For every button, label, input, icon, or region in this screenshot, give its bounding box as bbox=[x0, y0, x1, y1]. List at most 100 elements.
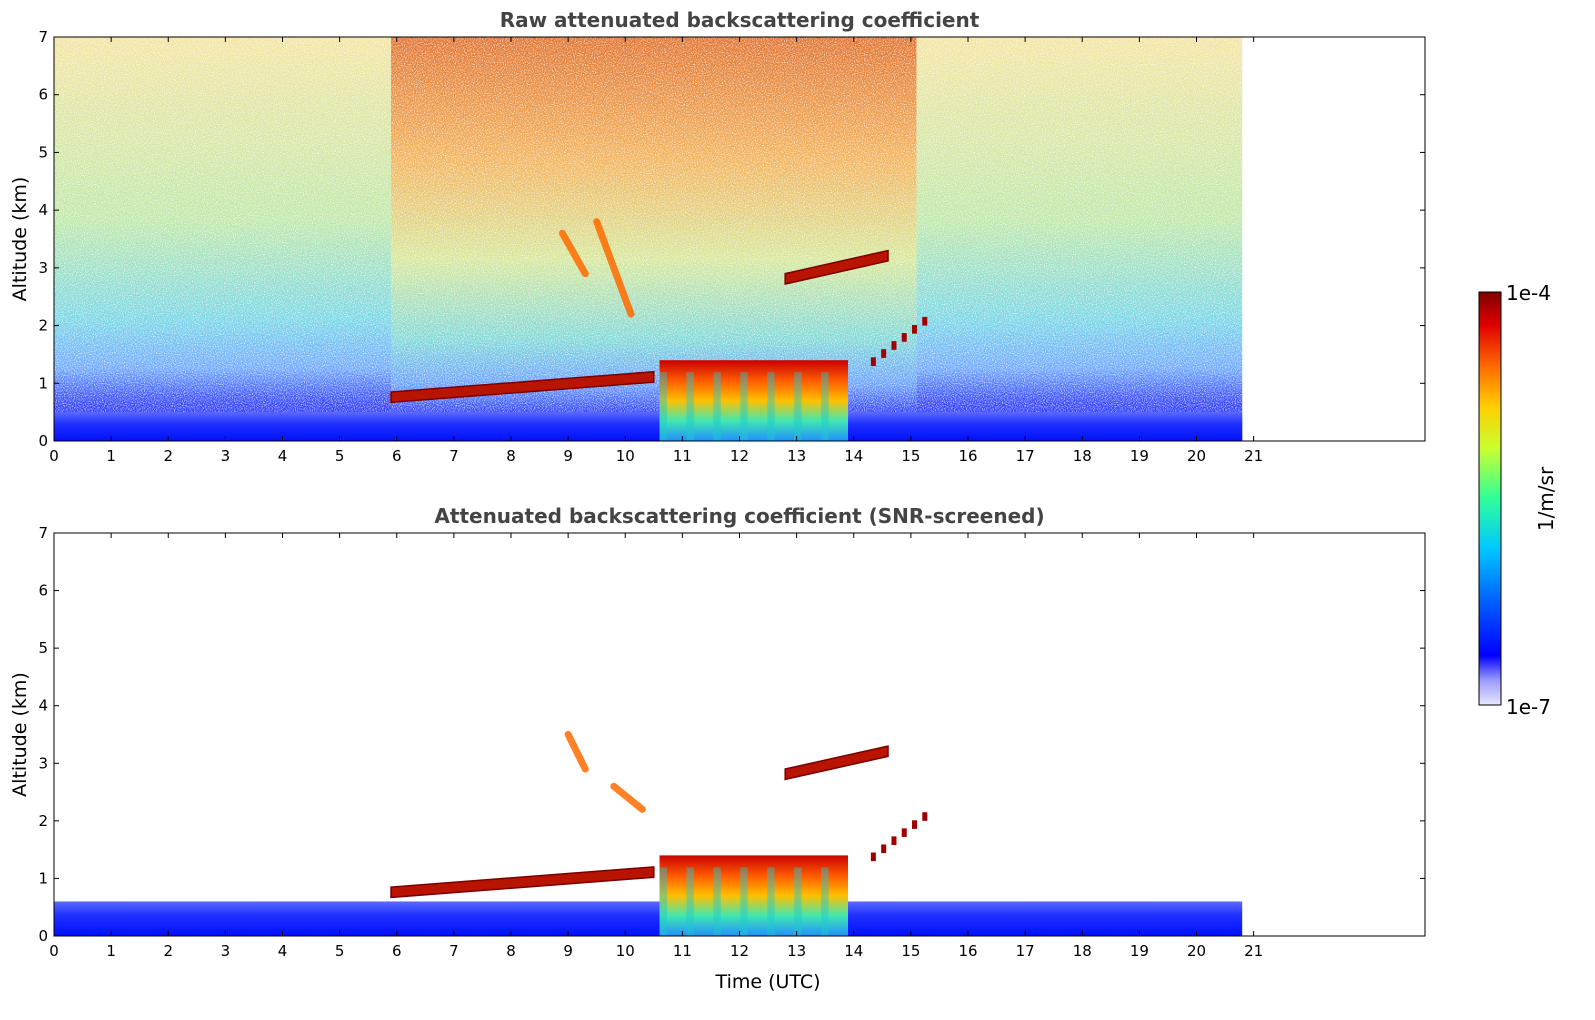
x-tick-label: 15 bbox=[901, 447, 920, 465]
cloud-column-10 bbox=[794, 372, 802, 441]
colorbar-unit-label: 1/m/sr bbox=[1534, 466, 1558, 531]
cloud-streak-6 bbox=[558, 229, 589, 278]
cloud-column-0 bbox=[659, 372, 667, 441]
x-tick-label: 20 bbox=[1187, 447, 1206, 465]
y-tick-label: 2 bbox=[38, 317, 48, 335]
noise-speckle-0 bbox=[54, 37, 392, 441]
cloud-column-4 bbox=[713, 372, 721, 441]
cloud-column-12 bbox=[821, 867, 829, 936]
x-tick-label: 17 bbox=[1016, 942, 1035, 960]
y-tick-label: 7 bbox=[38, 28, 48, 46]
x-tick-label: 9 bbox=[563, 942, 573, 960]
x-tick-label: 10 bbox=[616, 942, 635, 960]
boundary-layer-0 bbox=[54, 901, 1243, 936]
y-tick-label: 0 bbox=[38, 927, 48, 945]
cloud-fragment-0 bbox=[870, 852, 876, 862]
x-tick-label: 11 bbox=[673, 447, 692, 465]
dense-cloud-5 bbox=[659, 360, 849, 441]
x-axis-label: Time (UTC) bbox=[715, 971, 821, 993]
cloud-column-10 bbox=[794, 867, 802, 936]
y-tick-label: 6 bbox=[38, 582, 48, 600]
x-tick-label: 18 bbox=[1073, 447, 1092, 465]
cloud-column-0 bbox=[659, 867, 667, 936]
x-tick-label: 0 bbox=[49, 942, 59, 960]
cloud-fragment-3 bbox=[901, 333, 907, 342]
boundary-layer-3 bbox=[54, 412, 1243, 441]
chart-title: Attenuated backscattering coefficient (S… bbox=[434, 504, 1044, 528]
y-axis-label: Altitude (km) bbox=[9, 672, 31, 797]
x-tick-label: 9 bbox=[563, 447, 573, 465]
aerosol-layer-1 bbox=[390, 866, 655, 899]
y-tick-label: 0 bbox=[38, 432, 48, 450]
x-tick-label: 14 bbox=[844, 447, 863, 465]
cloud-column-12 bbox=[821, 372, 829, 441]
x-tick-label: 8 bbox=[506, 942, 516, 960]
cloud-column-2 bbox=[686, 372, 694, 441]
x-tick-label: 12 bbox=[730, 942, 749, 960]
colorbar: 1e-4 1e-7 1/m/sr bbox=[1478, 281, 1558, 719]
x-tick-label: 11 bbox=[673, 942, 692, 960]
cloud-layer-5 bbox=[784, 745, 889, 781]
cloud-streak-3 bbox=[564, 731, 589, 773]
x-tick-label: 4 bbox=[278, 942, 288, 960]
cloud-fragment-4 bbox=[912, 324, 918, 334]
x-tick-label: 7 bbox=[449, 447, 459, 465]
plot-area bbox=[54, 731, 1243, 936]
cloud-column-2 bbox=[686, 867, 694, 936]
aerosol-layer-4 bbox=[390, 370, 655, 404]
x-tick-label: 10 bbox=[616, 447, 635, 465]
cloud-fragment-1 bbox=[881, 844, 887, 854]
raw-backscatter-panel: Raw attenuated backscattering coefficien… bbox=[9, 8, 1426, 465]
cloud-streak-7 bbox=[593, 218, 635, 318]
cloud-fragment-5 bbox=[922, 812, 928, 821]
x-tick-label: 2 bbox=[163, 942, 173, 960]
screened-backscatter-panel: Attenuated backscattering coefficient (S… bbox=[9, 504, 1426, 993]
x-tick-label: 1 bbox=[106, 942, 116, 960]
x-tick-label: 13 bbox=[787, 447, 806, 465]
y-tick-label: 7 bbox=[38, 524, 48, 542]
y-tick-label: 3 bbox=[38, 259, 48, 277]
x-tick-label: 5 bbox=[335, 942, 345, 960]
cloud-column-6 bbox=[740, 867, 748, 936]
cloud-layer-8 bbox=[784, 249, 889, 285]
x-tick-label: 3 bbox=[221, 447, 231, 465]
x-tick-label: 17 bbox=[1016, 447, 1035, 465]
x-tick-label: 2 bbox=[163, 447, 173, 465]
y-tick-label: 6 bbox=[38, 86, 48, 104]
x-tick-label: 18 bbox=[1073, 942, 1092, 960]
chart-title: Raw attenuated backscattering coefficien… bbox=[500, 8, 980, 32]
x-tick-label: 3 bbox=[221, 942, 231, 960]
dense-cloud-2 bbox=[659, 855, 849, 936]
x-tick-label: 15 bbox=[901, 942, 920, 960]
x-tick-label: 21 bbox=[1244, 942, 1263, 960]
x-tick-label: 4 bbox=[278, 447, 288, 465]
cloud-column-6 bbox=[740, 372, 748, 441]
x-tick-label: 16 bbox=[958, 447, 977, 465]
cloud-column-4 bbox=[713, 867, 721, 936]
x-tick-label: 20 bbox=[1187, 942, 1206, 960]
cloud-fragment-4 bbox=[912, 820, 918, 829]
x-tick-label: 12 bbox=[730, 447, 749, 465]
x-tick-label: 19 bbox=[1130, 447, 1149, 465]
colorbar-max-label: 1e-4 bbox=[1506, 281, 1551, 305]
y-axis-label: Altitude (km) bbox=[9, 177, 31, 302]
x-tick-label: 16 bbox=[958, 942, 977, 960]
colorbar-min-label: 1e-7 bbox=[1506, 695, 1551, 719]
y-tick-label: 4 bbox=[38, 201, 48, 219]
cloud-column-8 bbox=[767, 867, 775, 936]
y-tick-label: 5 bbox=[38, 143, 48, 161]
x-tick-label: 19 bbox=[1130, 942, 1149, 960]
x-tick-label: 1 bbox=[106, 447, 116, 465]
x-tick-label: 6 bbox=[392, 942, 402, 960]
cloud-fragment-2 bbox=[891, 341, 897, 350]
x-tick-label: 21 bbox=[1244, 447, 1263, 465]
y-tick-label: 5 bbox=[38, 639, 48, 657]
noise-speckle-2 bbox=[916, 37, 1243, 441]
x-tick-label: 6 bbox=[392, 447, 402, 465]
cloud-fragment-0 bbox=[870, 357, 876, 366]
x-tick-label: 0 bbox=[49, 447, 59, 465]
cloud-fragment-2 bbox=[891, 836, 897, 846]
x-tick-label: 8 bbox=[506, 447, 516, 465]
y-tick-label: 1 bbox=[38, 374, 48, 392]
